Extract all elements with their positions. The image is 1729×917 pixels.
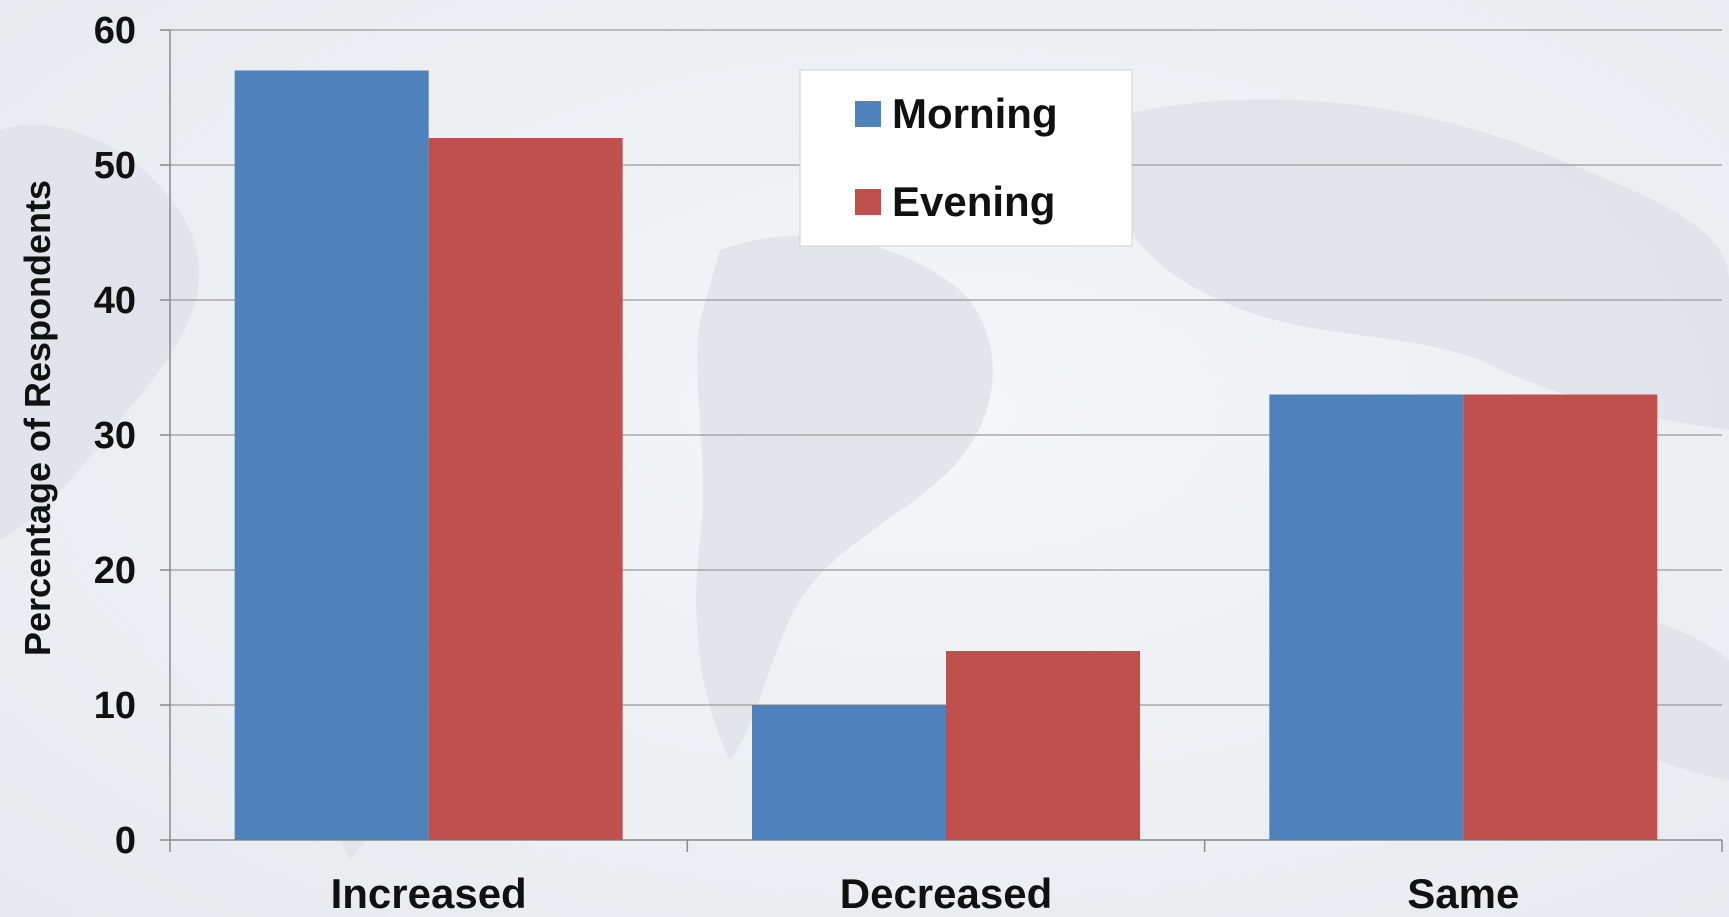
bar-evening-decreased	[946, 651, 1140, 840]
legend-swatch-evening	[855, 189, 881, 215]
bar-morning-same	[1269, 394, 1464, 840]
bar-evening-same	[1463, 394, 1658, 840]
legend-box	[799, 69, 1133, 247]
x-category-label-increased: Increased	[331, 870, 527, 917]
x-category-label-decreased: Decreased	[840, 870, 1052, 917]
x-category-label-same: Same	[1407, 870, 1519, 917]
bar-evening-increased	[428, 138, 623, 840]
x-category-labels: Increased Decreased Same	[331, 870, 1520, 917]
legend-swatch-morning	[855, 101, 881, 127]
y-axis-title: Percentage of Respondents	[17, 180, 58, 656]
y-tick-label-0: 0	[115, 820, 136, 862]
y-tick-label-60: 60	[94, 10, 136, 52]
bar-morning-increased	[234, 70, 429, 840]
y-tick-label-10: 10	[94, 685, 136, 727]
y-tick-label-20: 20	[94, 550, 136, 592]
bars	[234, 70, 1658, 840]
y-tick-label-30: 30	[94, 415, 136, 457]
bar-morning-decreased	[752, 705, 946, 840]
y-tick-labels: 0 10 20 30 40 50 60	[94, 10, 136, 862]
y-tick-label-50: 50	[94, 145, 136, 187]
legend-label-evening: Evening	[892, 178, 1055, 225]
legend-label-morning: Morning	[892, 90, 1058, 137]
legend: Morning Evening	[799, 69, 1133, 247]
y-tick-label-40: 40	[94, 280, 136, 322]
